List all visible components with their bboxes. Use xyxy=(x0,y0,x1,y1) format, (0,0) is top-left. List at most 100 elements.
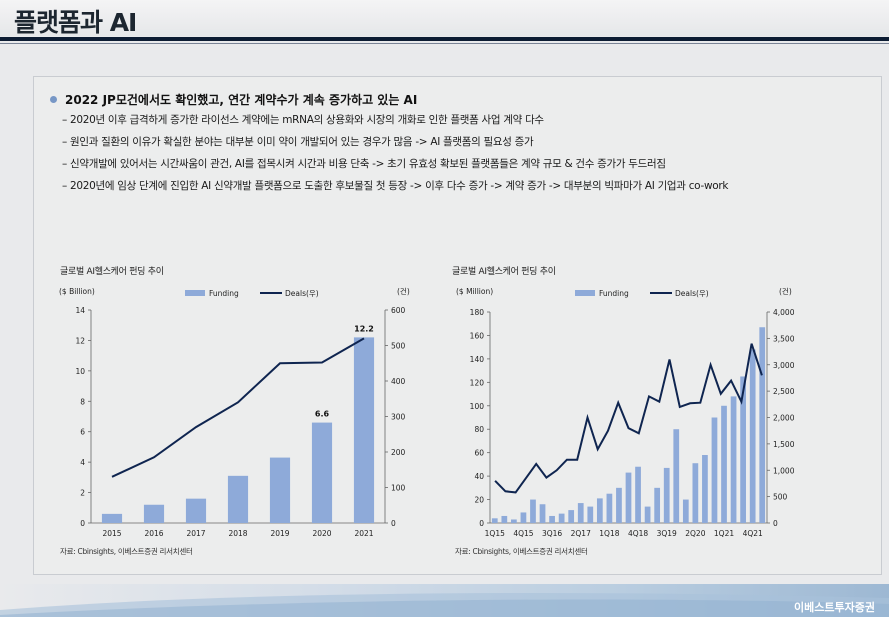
data-label: 12.2 xyxy=(354,324,374,333)
title-rule-thin xyxy=(0,43,889,44)
right-tick-label: 3,500 xyxy=(773,334,795,343)
legend-funding-label: Funding xyxy=(599,289,629,298)
funding-bar xyxy=(711,417,718,523)
left-tick-label: 4 xyxy=(80,458,85,467)
funding-bar xyxy=(587,506,594,523)
chart2-title: 글로벌 AI헬스케어 펀딩 추이 xyxy=(452,267,556,277)
funding-bar xyxy=(644,506,651,523)
bullet-item: – 2020년에 임상 단계에 진입한 AI 신약개발 플랫폼으로 도출한 후보… xyxy=(62,180,729,192)
right-axis-unit: (건) xyxy=(779,286,792,296)
funding-bar xyxy=(577,503,584,523)
funding-bar xyxy=(673,429,680,523)
left-tick-label: 140 xyxy=(470,355,485,364)
legend-deals-label: Deals(우) xyxy=(675,289,709,298)
left-tick-label: 8 xyxy=(80,397,85,406)
funding-bar xyxy=(740,376,746,523)
title-bar xyxy=(0,0,889,36)
right-tick-label: 1,000 xyxy=(773,466,795,475)
left-tick-label: 2 xyxy=(80,489,85,498)
funding-bar xyxy=(654,487,661,523)
left-tick-label: 60 xyxy=(474,449,484,458)
page-title: 플랫폼과 AI xyxy=(14,8,137,37)
left-tick-label: 40 xyxy=(474,472,484,481)
funding-bar xyxy=(692,463,699,523)
right-tick-label: 500 xyxy=(391,342,406,351)
left-tick-label: 180 xyxy=(470,308,485,317)
funding-bar xyxy=(353,337,375,523)
left-tick-label: 12 xyxy=(75,336,85,345)
company-logo: 이베스트투자증권 xyxy=(794,601,875,614)
funding-bar xyxy=(501,515,508,523)
bullet-item: – 원인과 질환의 이유가 확실한 분야는 대부분 이미 약이 개발되어 있는 … xyxy=(62,136,534,148)
funding-bar xyxy=(269,457,291,523)
bullet-list: – 2020년 이후 급격하게 증가한 라이선스 계약에는 mRNA의 상용화와… xyxy=(62,113,728,201)
x-tick-label: 2020 xyxy=(312,529,331,538)
left-tick-label: 100 xyxy=(470,402,485,411)
right-tick-label: 300 xyxy=(391,413,406,422)
funding-bar xyxy=(721,405,727,523)
funding-bar xyxy=(606,493,613,523)
right-tick-label: 0 xyxy=(773,519,778,528)
chart1-source: 자료: Cbinsights, 이베스트증권 리서치센터 xyxy=(60,547,193,556)
funding-bar xyxy=(635,466,641,523)
headline-text: 2022 JP모건에서도 확인했고, 연간 계약수가 계속 증가하고 있는 AI xyxy=(65,93,418,107)
x-tick-label: 2019 xyxy=(270,529,289,538)
right-tick-label: 4,000 xyxy=(773,308,795,317)
left-axis-unit: ($ Million) xyxy=(456,287,493,296)
right-tick-label: 400 xyxy=(391,377,406,386)
left-tick-label: 14 xyxy=(75,306,85,315)
legend-funding-swatch xyxy=(185,290,205,296)
x-tick-label: 2017 xyxy=(186,529,205,538)
legend-deals-label: Deals(우) xyxy=(285,289,319,298)
x-tick-label: 2016 xyxy=(144,529,163,538)
x-tick-label: 4Q15 xyxy=(513,529,533,538)
bullet-item: – 2020년 이후 급격하게 증가한 라이선스 계약에는 mRNA의 상용화와… xyxy=(62,114,544,126)
chart1-title: 글로벌 AI헬스케어 펀딩 추이 xyxy=(60,267,164,277)
funding-bar xyxy=(520,512,527,523)
funding-bar xyxy=(549,515,555,523)
right-tick-label: 100 xyxy=(391,484,406,493)
left-tick-label: 6 xyxy=(80,428,85,437)
funding-bar xyxy=(511,519,517,523)
right-tick-label: 500 xyxy=(773,493,788,502)
funding-bar xyxy=(101,513,123,523)
funding-bar xyxy=(185,498,207,523)
funding-bar xyxy=(311,422,333,523)
funding-bar xyxy=(730,396,737,523)
funding-bar xyxy=(759,327,766,523)
funding-bar xyxy=(616,487,622,523)
funding-bar xyxy=(682,499,689,523)
x-tick-label: 4Q21 xyxy=(743,529,763,538)
x-tick-label: 2021 xyxy=(354,529,373,538)
left-tick-label: 20 xyxy=(474,496,484,505)
x-tick-label: 2Q20 xyxy=(685,529,705,538)
right-axis-unit: (건) xyxy=(397,286,410,296)
x-tick-label: 2018 xyxy=(228,529,247,538)
right-tick-label: 2,000 xyxy=(773,414,795,423)
x-tick-label: 2015 xyxy=(102,529,121,538)
right-tick-label: 200 xyxy=(391,448,406,457)
funding-bar xyxy=(749,349,756,523)
deals-line xyxy=(111,337,365,478)
left-tick-label: 80 xyxy=(474,425,484,434)
funding-bar xyxy=(568,510,575,523)
x-tick-label: 3Q19 xyxy=(657,529,677,538)
x-tick-label: 1Q15 xyxy=(485,529,505,538)
right-tick-label: 1,500 xyxy=(773,440,795,449)
funding-bar xyxy=(539,504,546,523)
funding-bar xyxy=(227,475,249,523)
funding-bar xyxy=(530,499,536,523)
legend-funding-label: Funding xyxy=(209,289,239,298)
right-tick-label: 2,500 xyxy=(773,387,795,396)
x-tick-label: 1Q21 xyxy=(714,529,734,538)
funding-bar xyxy=(663,467,670,523)
left-axis-unit: ($ Billion) xyxy=(59,287,95,296)
funding-bar xyxy=(702,455,708,523)
chart2-source: 자료: Cbinsights, 이베스트증권 리서치센터 xyxy=(455,547,588,556)
right-tick-label: 0 xyxy=(391,519,396,528)
headline: 2022 JP모건에서도 확인했고, 연간 계약수가 계속 증가하고 있는 AI xyxy=(50,91,417,108)
left-tick-label: 10 xyxy=(75,367,85,376)
chart2-quarterly-funding: ($ Million) (건) Funding Deals(우) 0 20 40 60 80 10… xyxy=(456,286,795,538)
right-tick-label: 3,000 xyxy=(773,361,795,370)
x-tick-label: 2Q17 xyxy=(571,529,591,538)
